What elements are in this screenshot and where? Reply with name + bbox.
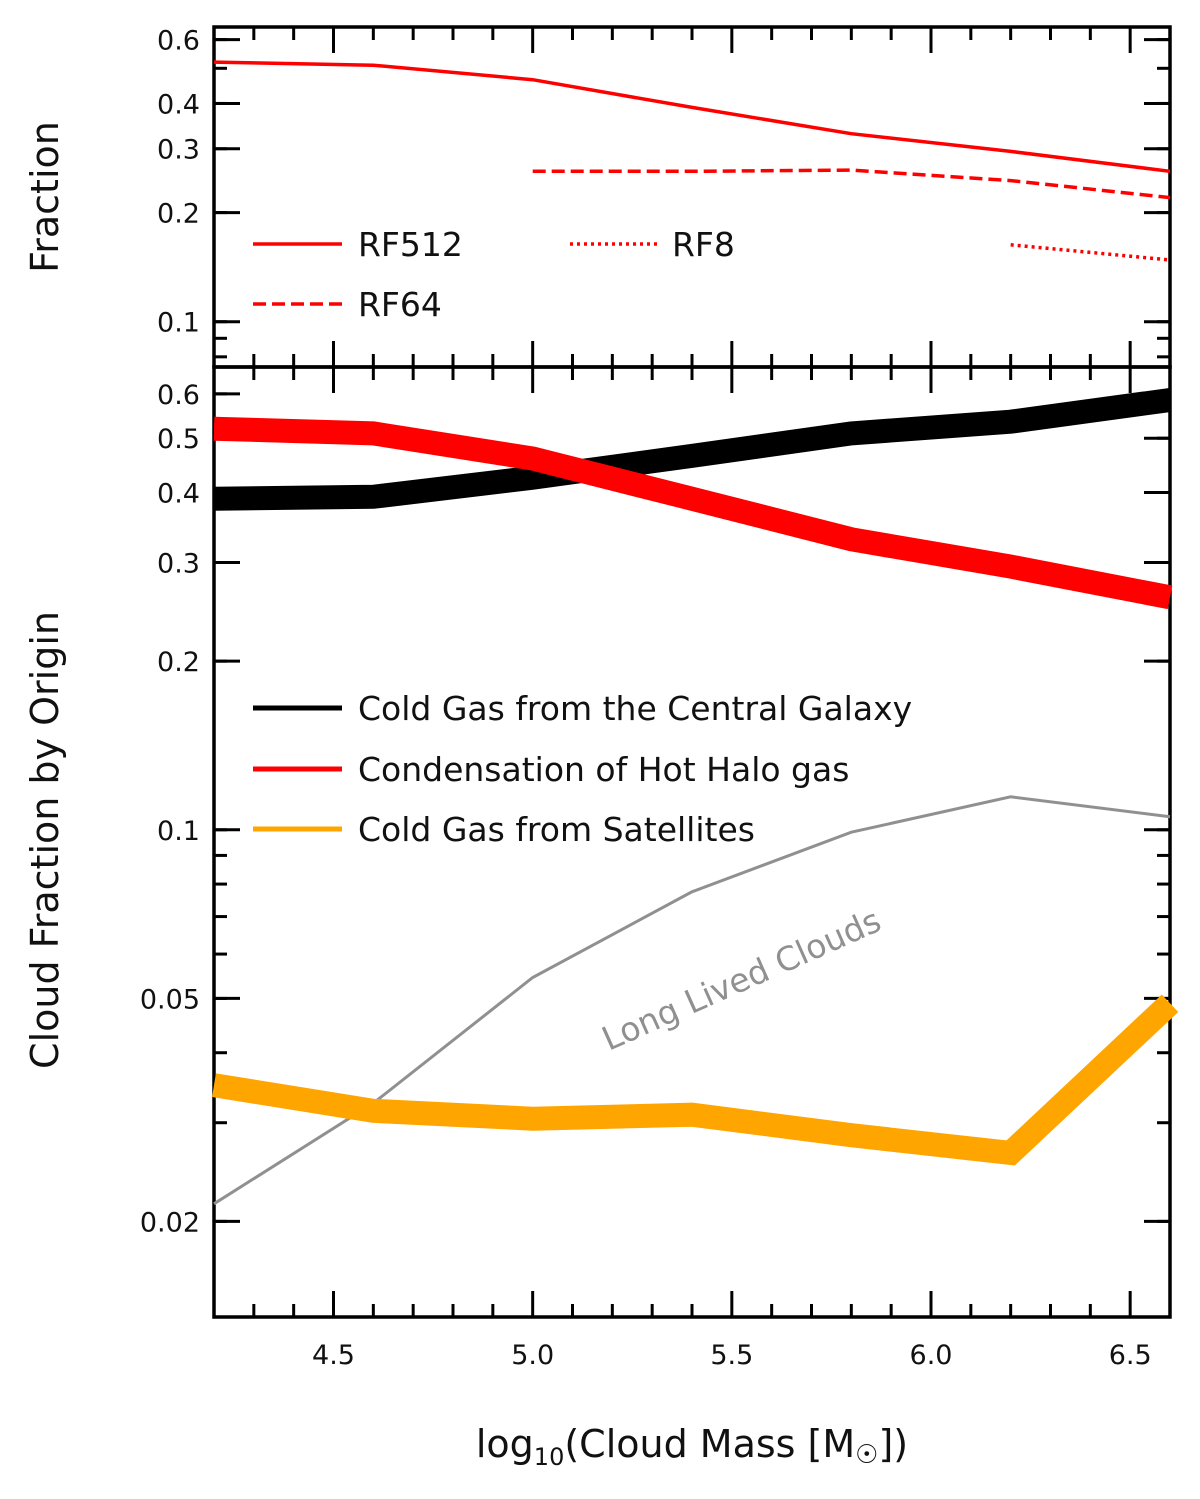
top-ticks: 0.6 0.4 0.3 0.2 0.1 [157, 26, 1170, 367]
x-axis-title-sun-symbol: ☉ [855, 1440, 878, 1470]
x-axis-title-subscript: 10 [534, 1443, 565, 1471]
legend-label-rf64: RF64 [358, 285, 442, 324]
bottom-legend: Cold Gas from the Central Galaxy Condens… [253, 689, 912, 849]
top-series-rf512 [213, 60, 1171, 174]
bottom-y-tick-label: 0.02 [140, 1207, 200, 1238]
bottom-y-tick-label: 0.05 [140, 984, 200, 1015]
legend-label-satellites: Cold Gas from Satellites [358, 810, 755, 849]
x-axis-title: log10(Cloud Mass [M☉]) [476, 1422, 908, 1471]
x-tick-label: 6.5 [1109, 1340, 1152, 1371]
legend-label-rf512: RF512 [358, 225, 463, 264]
bottom-panel: 0.6 0.5 0.4 0.3 0.2 0.1 0.05 0.02 4.5 5.0 5.5 6.0 6.… [23, 365, 1179, 1471]
bottom-y-tick-label: 0.4 [157, 478, 200, 509]
annotation-long-lived-clouds: Long Lived Clouds [596, 901, 887, 1059]
top-legend: RF512 RF64 RF8 [253, 225, 735, 324]
legend-label-hot-halo: Condensation of Hot Halo gas [358, 750, 849, 789]
bottom-y-tick-label: 0.2 [157, 647, 200, 678]
x-tick-label: 6.0 [910, 1340, 953, 1371]
top-series-rf64 [532, 168, 1171, 200]
bottom-y-tick-label: 0.3 [157, 548, 200, 579]
x-tick-label: 5.0 [511, 1340, 554, 1371]
x-axis-title-close: ]) [878, 1422, 908, 1466]
top-y-tick-label: 0.1 [157, 308, 200, 339]
top-y-axis-title: Fraction [23, 121, 67, 273]
bottom-series-condensation-of-hot-halo-gas [213, 416, 1173, 610]
top-y-tick-label: 0.3 [157, 135, 200, 166]
legend-label-rf8: RF8 [672, 225, 735, 264]
bottom-y-axis-title: Cloud Fraction by Origin [23, 611, 67, 1069]
x-axis-title-mass: (Cloud Mass [M [564, 1422, 855, 1466]
top-y-tick-label: 0.4 [157, 89, 200, 120]
top-y-tick-label: 0.6 [157, 26, 200, 57]
top-y-tick-label: 0.2 [157, 199, 200, 230]
x-tick-label: 4.5 [312, 1340, 355, 1371]
x-axis-title-log: log [476, 1422, 534, 1466]
bottom-series [212, 388, 1179, 1206]
top-series-rf8 [1010, 243, 1171, 262]
legend-label-central-galaxy: Cold Gas from the Central Galaxy [358, 689, 912, 728]
top-series [213, 60, 1171, 262]
bottom-series-cold-gas-from-satellites [212, 994, 1179, 1166]
bottom-series-cold-gas-from-the-central-galaxy [213, 388, 1172, 511]
top-panel: 0.6 0.4 0.3 0.2 0.1 Fraction RF512 RF64 RF8 [23, 25, 1172, 369]
bottom-ticks: 0.6 0.5 0.4 0.3 0.2 0.1 0.05 0.02 4.5 5.0 5.5 6.0 6.… [140, 367, 1170, 1371]
bottom-y-tick-label: 0.1 [157, 816, 200, 847]
bottom-y-tick-label: 0.5 [157, 424, 200, 455]
x-tick-label: 5.5 [710, 1340, 753, 1371]
bottom-y-tick-label: 0.6 [157, 380, 200, 411]
